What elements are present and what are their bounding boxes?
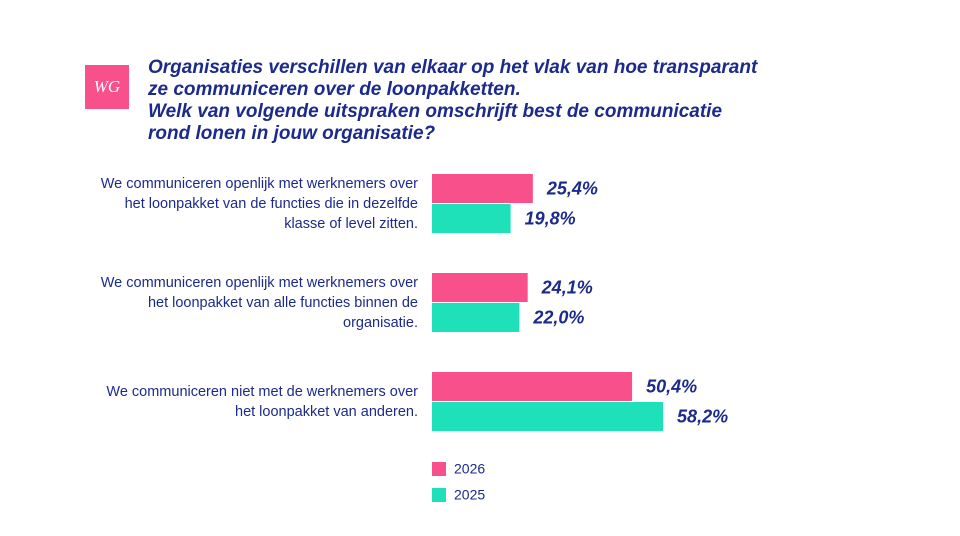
bar	[432, 174, 533, 203]
bar	[432, 372, 633, 401]
value-label: 24,1%	[541, 277, 593, 297]
category-label: We communiceren niet met de werknemers o…	[106, 383, 418, 420]
value-label: 25,4%	[546, 178, 598, 198]
bar	[432, 204, 511, 233]
bar	[432, 303, 520, 332]
logo: WG	[85, 65, 129, 109]
category-label: We communiceren openlijk met werknemers …	[100, 175, 418, 232]
chart-title: Organisaties verschillen van elkaar op h…	[148, 57, 758, 100]
category-label: We communiceren openlijk met werknemers …	[100, 274, 418, 331]
legend-label: 2025	[454, 487, 485, 503]
legend-label: 2026	[454, 461, 485, 477]
bar	[432, 273, 528, 302]
value-label: 58,2%	[677, 406, 728, 426]
header: Organisaties verschillen van elkaar op h…	[148, 57, 768, 145]
value-label: 22,0%	[532, 307, 584, 327]
bar	[432, 402, 664, 431]
legend-swatch	[432, 488, 446, 502]
value-label: 19,8%	[525, 208, 576, 228]
legend-swatch	[432, 462, 446, 476]
chart-subtitle: Welk van volgende uitspraken omschrijft …	[148, 101, 723, 144]
value-label: 50,4%	[646, 376, 697, 396]
